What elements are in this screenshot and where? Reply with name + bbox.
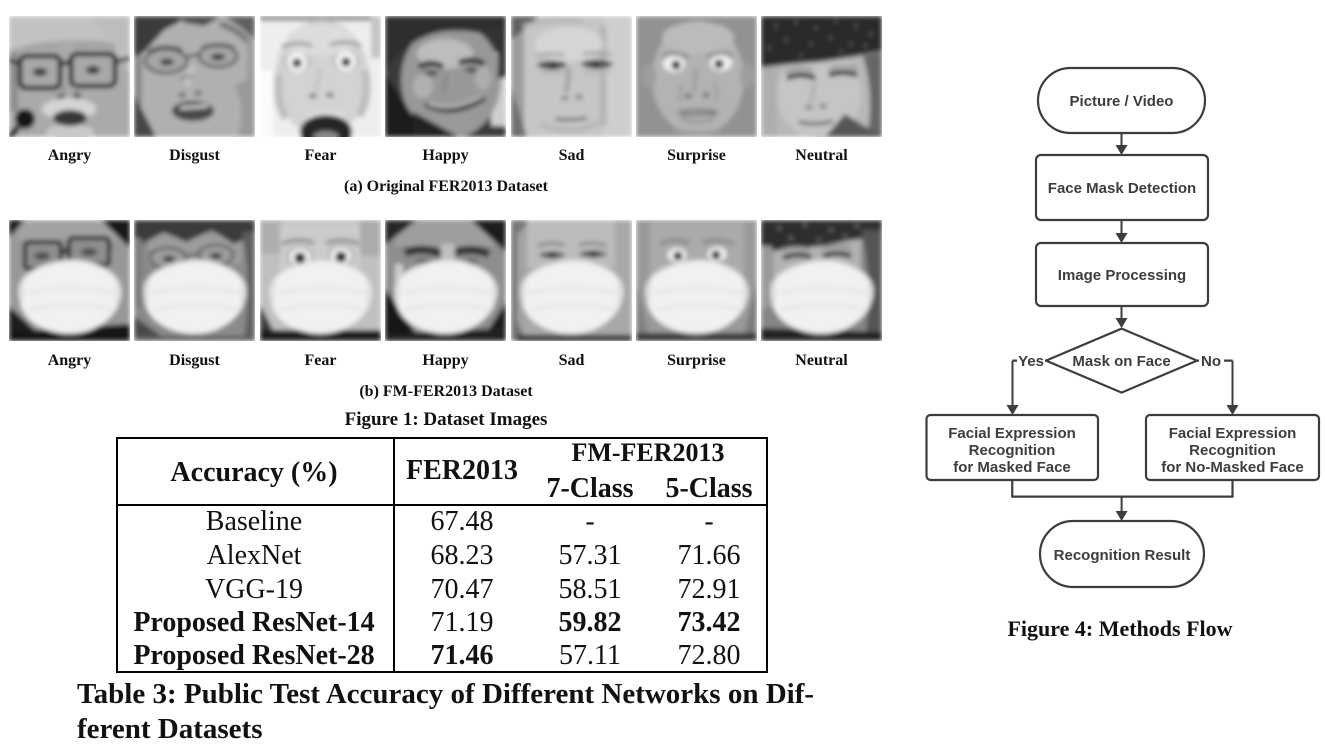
svg-text:Yes: Yes [1018, 353, 1044, 370]
svg-text:for Masked Face: for Masked Face [953, 459, 1071, 476]
svg-text:Facial Expression: Facial Expression [1169, 425, 1297, 442]
svg-text:Recognition: Recognition [969, 442, 1056, 459]
svg-text:Image Processing: Image Processing [1058, 267, 1186, 284]
svg-text:Picture / Video: Picture / Video [1070, 93, 1174, 110]
svg-text:Recognition Result: Recognition Result [1054, 547, 1191, 564]
svg-text:Mask on Face: Mask on Face [1072, 353, 1170, 370]
svg-text:for No-Masked Face: for No-Masked Face [1161, 459, 1304, 476]
svg-text:Face Mask Detection: Face Mask Detection [1048, 180, 1196, 197]
svg-text:Recognition: Recognition [1189, 442, 1276, 459]
svg-text:Facial Expression: Facial Expression [948, 425, 1076, 442]
svg-text:No: No [1201, 353, 1221, 370]
